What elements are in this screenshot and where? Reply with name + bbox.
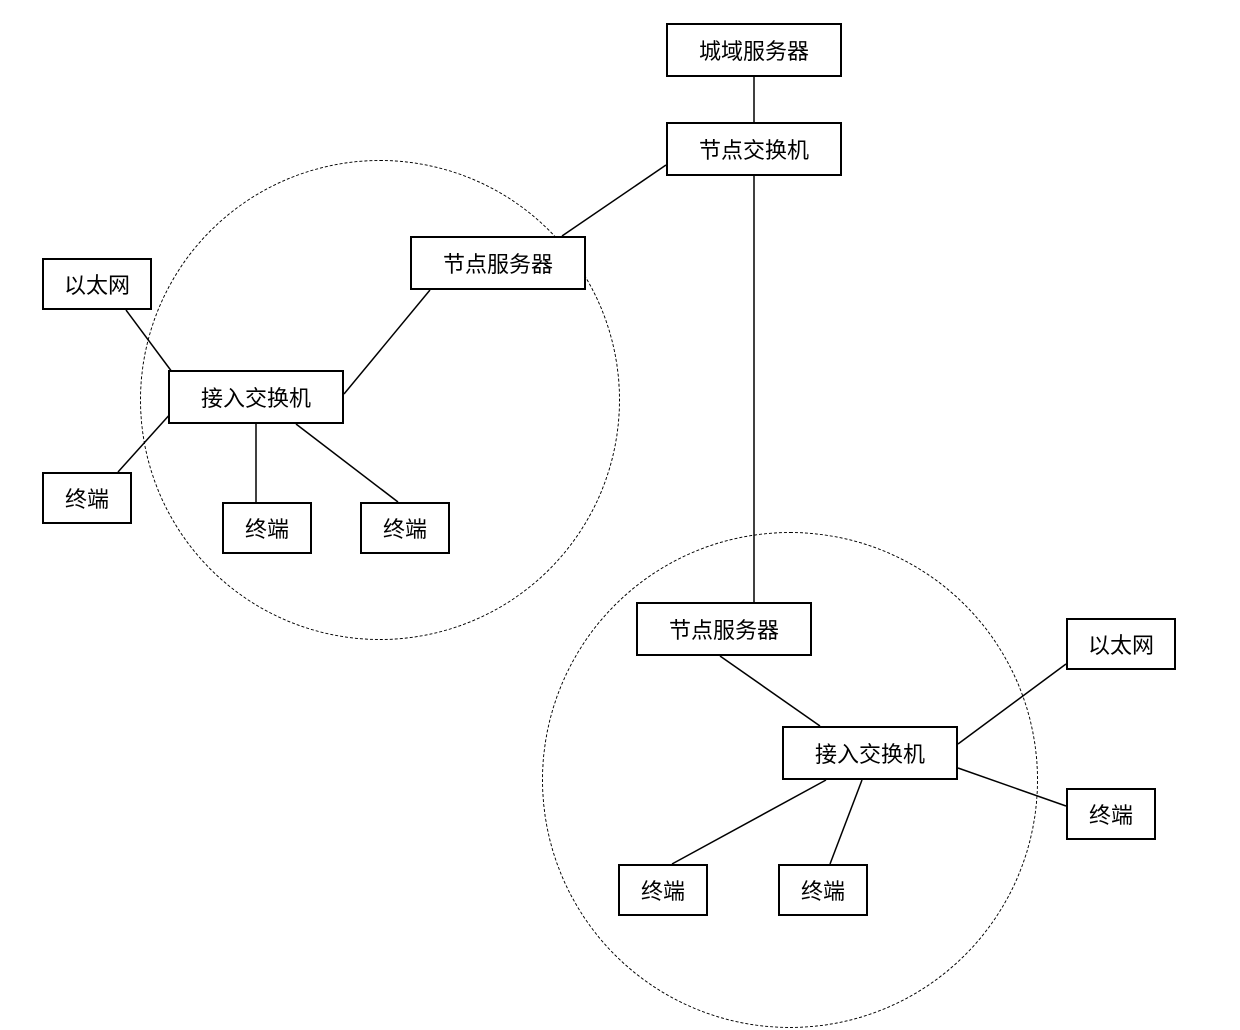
ethernet-1-node: 以太网 <box>42 258 152 310</box>
node-label: 终端 <box>641 874 685 906</box>
node-label: 接入交换机 <box>815 737 925 769</box>
metro-server-node: 城域服务器 <box>666 23 842 77</box>
ethernet-2-node: 以太网 <box>1066 618 1176 670</box>
terminal-1a-node: 终端 <box>42 472 132 524</box>
node-label: 以太网 <box>1088 628 1154 660</box>
node-switch-node: 节点交换机 <box>666 122 842 176</box>
terminal-1c-node: 终端 <box>360 502 450 554</box>
terminal-2b-node: 终端 <box>618 864 708 916</box>
node-label: 节点服务器 <box>669 613 779 645</box>
node-label: 终端 <box>383 512 427 544</box>
node-server-2-node: 节点服务器 <box>636 602 812 656</box>
node-server-1-node: 节点服务器 <box>410 236 586 290</box>
node-label: 接入交换机 <box>201 381 311 413</box>
edge <box>562 165 666 236</box>
terminal-2c-node: 终端 <box>778 864 868 916</box>
node-label: 终端 <box>65 482 109 514</box>
terminal-2a-node: 终端 <box>1066 788 1156 840</box>
node-label: 城域服务器 <box>699 34 809 66</box>
node-label: 终端 <box>245 512 289 544</box>
node-label: 终端 <box>1089 798 1133 830</box>
access-switch-1-node: 接入交换机 <box>168 370 344 424</box>
node-label: 节点服务器 <box>443 247 553 279</box>
node-label: 节点交换机 <box>699 133 809 165</box>
access-switch-2-node: 接入交换机 <box>782 726 958 780</box>
terminal-1b-node: 终端 <box>222 502 312 554</box>
node-label: 终端 <box>801 874 845 906</box>
node-label: 以太网 <box>64 268 130 300</box>
